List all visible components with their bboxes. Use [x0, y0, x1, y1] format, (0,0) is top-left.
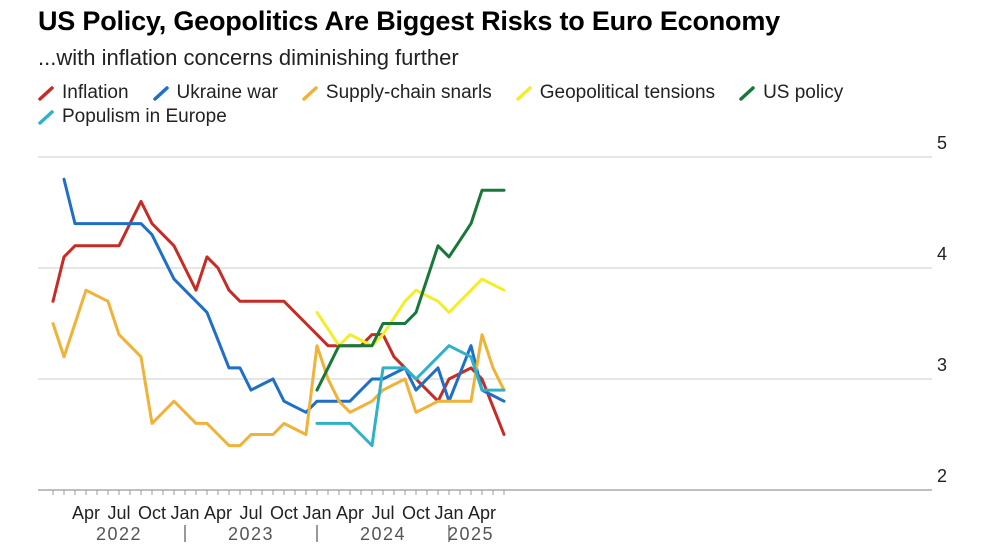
x-tick-label: Jul: [239, 503, 262, 523]
legend-label: Inflation: [62, 82, 129, 103]
x-tick-label: Apr: [204, 503, 232, 523]
legend-swatch: [739, 86, 755, 101]
legend-item: Populism in Europe: [38, 106, 227, 128]
legend-swatch: [302, 86, 318, 101]
series-line-geopolitical-tensions: [315, 277, 506, 348]
legend-label: Supply-chain snarls: [325, 82, 492, 103]
legend-label: Populism in Europe: [62, 106, 227, 127]
chart-title: US Policy, Geopolitics Are Biggest Risks…: [38, 6, 780, 36]
chart-legend: Inflation Ukraine war Supply-chain snarls G…: [38, 82, 968, 128]
x-tick-label: Oct: [402, 503, 430, 523]
legend-label: Ukraine war: [176, 82, 278, 103]
x-tick-label: Apr: [336, 503, 364, 523]
series-line-inflation: [51, 199, 506, 436]
series-line-supply-chain-snarls: [51, 288, 506, 448]
x-tick-label: Jan: [302, 503, 331, 523]
legend-label: US policy: [763, 82, 844, 103]
legend-item: Ukraine war: [152, 82, 278, 104]
y-tick-label-2: 2: [937, 466, 947, 486]
legend-swatch: [38, 86, 54, 101]
x-tick-label: Jan: [434, 503, 463, 523]
legend-swatch: [38, 110, 54, 125]
x-tick-label: Oct: [270, 503, 298, 523]
x-tick-label: Jul: [371, 503, 394, 523]
year-label-2024: 2024: [360, 524, 406, 544]
legend-item: US policy: [739, 82, 843, 104]
x-tick-label: Oct: [138, 503, 166, 523]
year-label-2025: 2025: [448, 524, 494, 544]
legend-item: Geopolitical tensions: [515, 82, 716, 104]
year-label-2023: 2023: [228, 524, 274, 544]
y-tick-label-3: 3: [937, 355, 947, 375]
series-line-us-policy: [315, 188, 506, 392]
chart-subtitle: ...with inflation concerns diminishing f…: [38, 45, 459, 70]
y-tick-label-5: 5: [937, 133, 947, 153]
legend-swatch: [152, 86, 169, 101]
legend-item: Inflation: [38, 82, 129, 104]
series-line-populism-in-europe: [315, 344, 506, 448]
legend-item: Supply-chain snarls: [302, 82, 492, 104]
x-tick-label: Jul: [107, 503, 130, 523]
legend-swatch: [515, 86, 532, 101]
series-line-ukraine-war: [62, 177, 506, 414]
x-tick-label: Apr: [72, 503, 100, 523]
x-tick-label: Apr: [468, 503, 496, 523]
legend-label: Geopolitical tensions: [539, 82, 716, 103]
x-tick-label: Jan: [170, 503, 199, 523]
y-tick-label-4: 4: [937, 244, 947, 264]
year-label-2022: 2022: [96, 524, 142, 544]
